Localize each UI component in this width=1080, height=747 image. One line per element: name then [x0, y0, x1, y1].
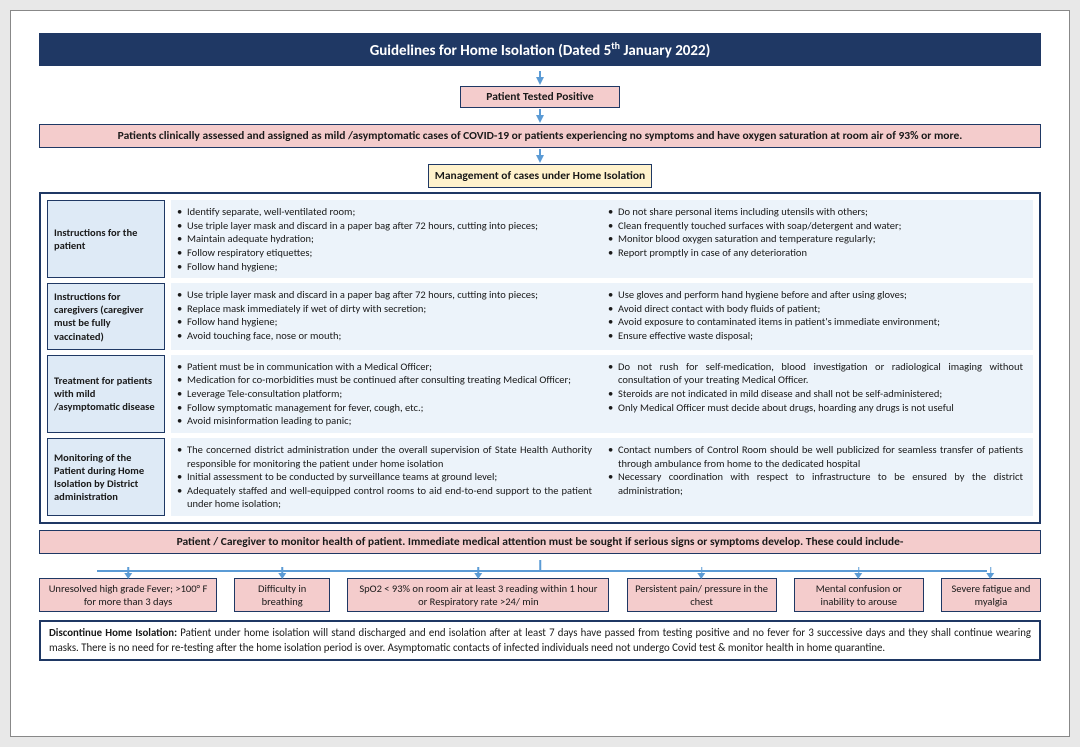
symptom-text: Persistent pain/ pressure in the chest — [635, 582, 768, 608]
bullet-item: •Only Medical Officer must decide about … — [608, 401, 1023, 415]
bullet-item: •Replace mask immediately if wet of dirt… — [177, 302, 592, 316]
bullet-item: •Follow hand hygiene; — [177, 260, 592, 274]
content-column: •Do not rush for self-medication, blood … — [608, 360, 1023, 428]
symptom-box: Unresolved high grade Fever; >100° F for… — [39, 578, 217, 612]
symptom-box: Difficulty in breathing — [234, 578, 330, 612]
instruction-row: Treatment for patients with mild /asympt… — [47, 355, 1033, 433]
content-column: •Identify separate, well-ventilated room… — [177, 205, 592, 273]
symptom-text: Unresolved high grade Fever; >100° F for… — [49, 582, 208, 608]
bullet-item: •Avoid exposure to contaminated items in… — [608, 315, 1023, 329]
row-label: Treatment for patients with mild /asympt… — [47, 355, 165, 433]
bullet-item: •Identify separate, well-ventilated room… — [177, 205, 592, 219]
instruction-grid: Instructions for the patient •Identify se… — [39, 192, 1041, 524]
bullet-item: •Monitor blood oxygen saturation and tem… — [608, 232, 1023, 246]
bullet-item: •Initial assessment to be conducted by s… — [177, 470, 592, 484]
row-label: Instructions for caregivers (caregiver m… — [47, 283, 165, 350]
bullet-item: •Patient must be in communication with a… — [177, 360, 592, 374]
bullet-item: •Avoid direct contact with body fluids o… — [608, 302, 1023, 316]
bullet-item: •Follow hand hygiene; — [177, 315, 592, 329]
instruction-row: Instructions for the patient •Identify se… — [47, 200, 1033, 278]
bullet-item: •Contact numbers of Control Room should … — [608, 443, 1023, 470]
monitor-health-bar: Patient / Caregiver to monitor health of… — [39, 530, 1041, 554]
discontinue-text: Patient under home isolation will stand … — [49, 626, 1031, 654]
content-column: •The concerned district administration u… — [177, 443, 592, 511]
bullet-item: •Follow respiratory etiquettes; — [177, 246, 592, 260]
symptom-branch: Unresolved high grade Fever; >100° F for… — [39, 560, 1041, 612]
bullet-item: •Use triple layer mask and discard in a … — [177, 288, 592, 302]
instruction-row: Instructions for caregivers (caregiver m… — [47, 283, 1033, 350]
document-page: Guidelines for Home Isolation (Dated 5th… — [10, 10, 1070, 737]
bullet-item: •Avoid touching face, nose or mouth; — [177, 329, 592, 343]
step-assessment: Patients clinically assessed and assigne… — [39, 124, 1041, 148]
symptom-box: Mental confusion or inability to arouse — [794, 578, 924, 612]
bullet-item: •Ensure effective waste disposal; — [608, 329, 1023, 343]
bullet-item: •Steroids are not indicated in mild dise… — [608, 387, 1023, 401]
title-bar: Guidelines for Home Isolation (Dated 5th… — [39, 33, 1041, 66]
content-column: •Contact numbers of Control Room should … — [608, 443, 1023, 511]
bullet-item: •Avoid misinformation leading to panic; — [177, 414, 592, 428]
symptom-text: Difficulty in breathing — [258, 582, 306, 608]
bullet-item: •Use triple layer mask and discard in a … — [177, 219, 592, 233]
bullet-item: •Clean frequently touched surfaces with … — [608, 219, 1023, 233]
bullet-item: •Report promptly in case of any deterior… — [608, 246, 1023, 260]
connector — [39, 70, 1041, 86]
symptom-text: Mental confusion or inability to arouse — [816, 582, 902, 608]
connector — [39, 148, 1041, 164]
bullet-item: •Do not rush for self-medication, blood … — [608, 360, 1023, 387]
instruction-row: Monitoring of the Patient during Home Is… — [47, 438, 1033, 516]
discontinue-label: Discontinue Home Isolation: — [49, 626, 177, 639]
bullet-item: •Adequately staffed and well-equipped co… — [177, 484, 592, 511]
bullet-item: •Leverage Tele-consultation platform; — [177, 387, 592, 401]
row-content: •Patient must be in communication with a… — [171, 355, 1033, 433]
bullet-item: •Use gloves and perform hand hygiene bef… — [608, 288, 1023, 302]
row-content: •Use triple layer mask and discard in a … — [171, 283, 1033, 350]
row-label: Monitoring of the Patient during Home Is… — [47, 438, 165, 516]
content-column: •Use triple layer mask and discard in a … — [177, 288, 592, 345]
row-label: Instructions for the patient — [47, 200, 165, 278]
symptom-box: SpO2 < 93% on room air at least 3 readin… — [347, 578, 609, 612]
bullet-item: •Medication for co-morbidities must be c… — [177, 373, 592, 387]
symptom-text: SpO2 < 93% on room air at least 3 readin… — [359, 582, 597, 608]
step-tested-positive: Patient Tested Positive — [460, 86, 620, 108]
row-content: •Identify separate, well-ventilated room… — [171, 200, 1033, 278]
content-column: •Patient must be in communication with a… — [177, 360, 592, 428]
bullet-item: •The concerned district administration u… — [177, 443, 592, 470]
bullet-item: •Follow symptomatic management for fever… — [177, 401, 592, 415]
symptom-box: Persistent pain/ pressure in the chest — [627, 578, 777, 612]
bullet-item: •Do not share personal items including u… — [608, 205, 1023, 219]
step-management: Management of cases under Home Isolation — [428, 164, 652, 188]
discontinue-box: Discontinue Home Isolation: Patient unde… — [39, 620, 1041, 661]
bullet-item: •Maintain adequate hydration; — [177, 232, 592, 246]
bullet-item: •Necessary coordination with respect to … — [608, 470, 1023, 497]
connector — [39, 108, 1041, 124]
symptom-box: Severe fatigue and myalgia — [941, 578, 1041, 612]
content-column: •Do not share personal items including u… — [608, 205, 1023, 273]
symptom-text: Severe fatigue and myalgia — [951, 582, 1030, 608]
row-content: •The concerned district administration u… — [171, 438, 1033, 516]
content-column: •Use gloves and perform hand hygiene bef… — [608, 288, 1023, 345]
